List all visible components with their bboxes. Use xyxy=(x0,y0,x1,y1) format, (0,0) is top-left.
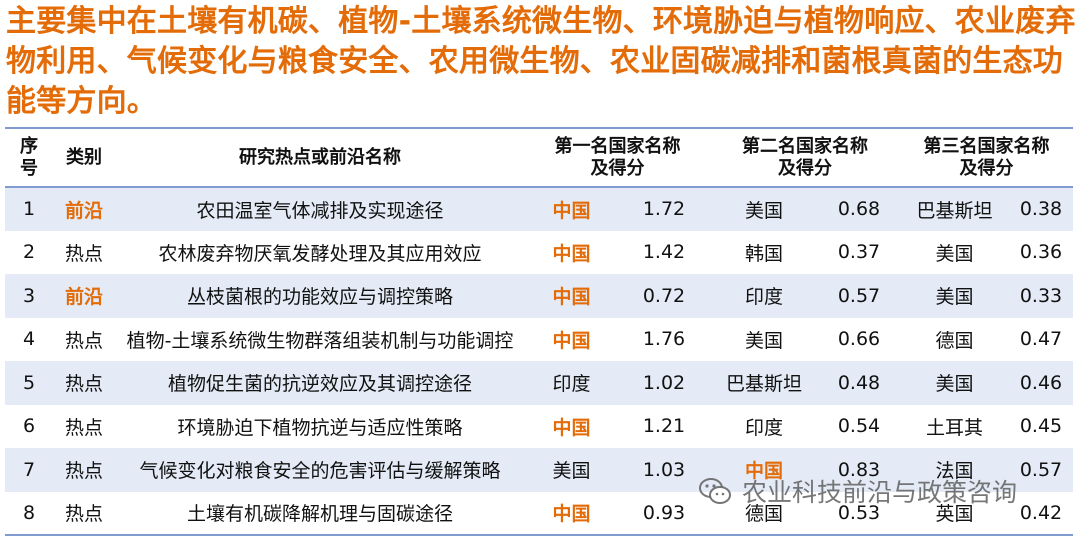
third-score: 0.36 xyxy=(1019,241,1063,264)
row-category: 前沿 xyxy=(64,199,103,222)
second-score: 0.54 xyxy=(837,415,881,438)
second-score: 0.66 xyxy=(837,328,881,351)
table-row: 3 前沿 丛枝菌根的功能效应与调控策略 中国 0.72 印度 0.57 美国 0.33 xyxy=(5,274,1073,318)
second-score: 0.83 xyxy=(837,458,881,481)
first-score: 0.72 xyxy=(642,284,686,307)
third-country: 美国 xyxy=(935,286,974,309)
third-score: 0.42 xyxy=(1019,501,1063,524)
table-row: 1 前沿 农田温室气体减排及实现途径 中国 1.72 美国 0.68 巴基斯坦 0.38 xyxy=(5,187,1073,231)
table-row: 7 热点 气候变化对粮食安全的危害评估与缓解策略 美国 1.03 中国 0.83 法国 0.57 xyxy=(5,448,1073,492)
second-score: 0.48 xyxy=(837,371,881,394)
second-score: 0.57 xyxy=(837,284,881,307)
row-topic: 气候变化对粮食安全的危害评估与缓解策略 xyxy=(139,460,501,483)
row-category: 热点 xyxy=(64,416,103,439)
header-first-country: 第一名国家名称及得分 xyxy=(554,135,681,179)
second-country: 中国 xyxy=(744,460,783,483)
row-index: 8 xyxy=(22,501,36,524)
row-topic: 农林废弃物厌氧发酵处理及其应用效应 xyxy=(158,242,482,265)
row-index: 2 xyxy=(22,241,36,264)
header-index: 序号 xyxy=(20,135,38,179)
row-index: 5 xyxy=(22,371,36,394)
first-country: 美国 xyxy=(552,460,591,483)
first-score: 1.21 xyxy=(642,415,686,438)
second-country: 美国 xyxy=(744,199,783,222)
second-country: 韩国 xyxy=(744,242,783,265)
first-score: 1.02 xyxy=(642,371,686,394)
first-score: 1.03 xyxy=(642,458,686,481)
first-score: 1.42 xyxy=(642,241,686,264)
second-score: 0.37 xyxy=(837,241,881,264)
table-row: 8 热点 土壤有机碳降解机理与固碳途径 中国 0.93 德国 0.53 英国 0.42 xyxy=(5,492,1073,535)
third-score: 0.47 xyxy=(1019,328,1063,351)
first-country: 中国 xyxy=(552,286,591,309)
headline: 主要集中在土壤有机碳、植物-土壤系统微生物、环境胁迫与植物响应、农业废弃物利用、… xyxy=(6,4,1076,119)
row-index: 6 xyxy=(22,415,36,438)
third-country: 英国 xyxy=(935,503,974,526)
first-country: 中国 xyxy=(552,329,591,352)
header-second-country: 第二名国家名称及得分 xyxy=(742,135,868,179)
second-score: 0.68 xyxy=(837,198,881,221)
row-category: 热点 xyxy=(64,460,103,483)
third-country: 美国 xyxy=(935,373,974,396)
first-score: 1.76 xyxy=(642,328,686,351)
second-country: 美国 xyxy=(744,329,783,352)
second-country: 印度 xyxy=(744,286,783,309)
first-score: 1.72 xyxy=(642,198,686,221)
row-index: 7 xyxy=(22,458,36,481)
third-country: 法国 xyxy=(935,460,974,483)
row-category: 前沿 xyxy=(64,286,103,309)
row-category: 热点 xyxy=(64,503,103,526)
first-country: 中国 xyxy=(552,199,591,222)
first-score: 0.93 xyxy=(642,501,686,524)
row-category: 热点 xyxy=(64,373,103,396)
row-topic: 植物-土壤系统微生物群落组装机制与功能调控 xyxy=(126,329,514,352)
row-topic: 土壤有机碳降解机理与固碳途径 xyxy=(186,503,453,526)
third-score: 0.45 xyxy=(1019,415,1063,438)
ranking-table: 序号 类别 研究热点或前沿名称 第一名国家名称及得分 第二名国家名称及得分 第三… xyxy=(5,127,1073,536)
row-topic: 农田温室气体减排及实现途径 xyxy=(196,199,444,222)
third-country: 土耳其 xyxy=(925,416,983,439)
first-country: 印度 xyxy=(552,373,591,396)
third-score: 0.57 xyxy=(1019,458,1063,481)
table-row: 2 热点 农林废弃物厌氧发酵处理及其应用效应 中国 1.42 韩国 0.37 美国 0.36 xyxy=(5,231,1073,275)
first-country: 中国 xyxy=(552,503,591,526)
third-score: 0.46 xyxy=(1019,371,1063,394)
second-country: 德国 xyxy=(744,503,783,526)
row-index: 1 xyxy=(22,198,36,221)
third-country: 巴基斯坦 xyxy=(916,199,993,222)
row-topic: 丛枝菌根的功能效应与调控策略 xyxy=(186,286,453,309)
first-country: 中国 xyxy=(552,416,591,439)
first-country: 中国 xyxy=(552,242,591,265)
table-row: 5 热点 植物促生菌的抗逆效应及其调控途径 印度 1.02 巴基斯坦 0.48 美国 0.46 xyxy=(5,361,1073,405)
third-country: 美国 xyxy=(935,242,974,265)
header-topic: 研究热点或前沿名称 xyxy=(239,146,401,168)
third-country: 德国 xyxy=(935,329,974,352)
table-row: 4 热点 植物-土壤系统微生物群落组装机制与功能调控 中国 1.76 美国 0.66 德国 0.… xyxy=(5,318,1073,362)
row-category: 热点 xyxy=(64,242,103,265)
row-topic: 环境胁迫下植物抗逆与适应性策略 xyxy=(177,416,463,439)
header-category: 类别 xyxy=(66,146,102,168)
row-index: 3 xyxy=(22,284,36,307)
second-score: 0.53 xyxy=(837,501,881,524)
table-header-row: 序号 类别 研究热点或前沿名称 第一名国家名称及得分 第二名国家名称及得分 第三… xyxy=(5,128,1073,187)
third-score: 0.38 xyxy=(1019,198,1063,221)
third-score: 0.33 xyxy=(1019,284,1063,307)
second-country: 巴基斯坦 xyxy=(725,373,802,396)
row-index: 4 xyxy=(22,328,36,351)
row-topic: 植物促生菌的抗逆效应及其调控途径 xyxy=(167,373,472,396)
header-third-country: 第三名国家名称及得分 xyxy=(923,135,1050,179)
second-country: 印度 xyxy=(744,416,783,439)
row-category: 热点 xyxy=(64,329,103,352)
table-row: 6 热点 环境胁迫下植物抗逆与适应性策略 中国 1.21 印度 0.54 土耳其 0.45 xyxy=(5,405,1073,449)
